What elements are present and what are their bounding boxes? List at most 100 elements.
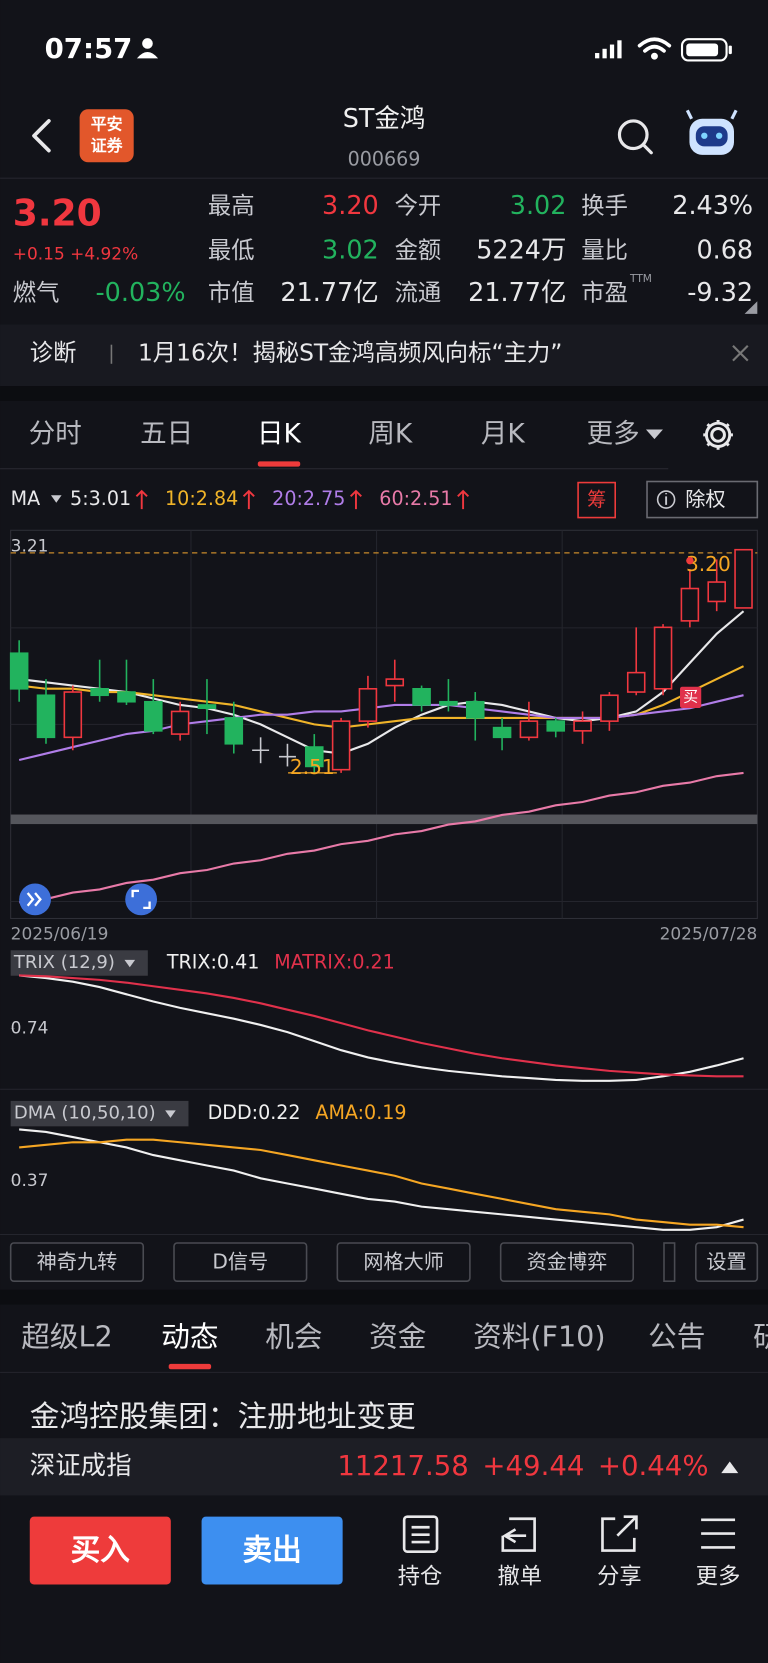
tool-label[interactable]: D信号 <box>212 1250 268 1274</box>
y-tick-label: 0.37 <box>11 1170 49 1190</box>
indicator-dropdown[interactable] <box>50 495 62 503</box>
period-tab[interactable]: 更多 <box>587 418 640 449</box>
indicator-name: MA <box>11 487 41 510</box>
info-tab[interactable]: 机会 <box>265 1319 322 1353</box>
info-tab[interactable]: 资料(F10) <box>473 1319 605 1353</box>
signal-icon <box>595 40 622 59</box>
sector-change: -0.03% <box>96 278 186 308</box>
ticker-text[interactable]: 1月16次！揭秘ST金鸿高频风向标“主力” <box>138 339 562 367</box>
zoom-button[interactable] <box>125 883 158 916</box>
buy-signal-label: 买 <box>683 688 698 705</box>
candle-body <box>519 720 539 739</box>
period-tab[interactable]: 月K <box>481 418 526 449</box>
period-tab[interactable]: 周K <box>368 418 413 449</box>
action-label[interactable]: 持仓 <box>398 1564 443 1590</box>
field-label: 最低 <box>208 236 255 264</box>
indicator-line <box>19 610 745 755</box>
candle-body <box>465 700 485 719</box>
gap <box>0 386 768 401</box>
tab-underline <box>168 1363 212 1370</box>
period-tab[interactable]: 分时 <box>29 418 82 449</box>
candle-body <box>385 678 405 687</box>
sector: 燃气 <box>13 278 60 306</box>
scroll-button[interactable] <box>19 883 51 916</box>
settings-tool[interactable] <box>695 1242 759 1282</box>
tool-button[interactable] <box>499 1242 635 1282</box>
high-label: 3.20 <box>686 552 731 576</box>
sell-button[interactable] <box>201 1516 343 1585</box>
info-tab[interactable]: 超级L2 <box>21 1319 112 1353</box>
settings-button[interactable] <box>703 419 733 450</box>
tool-label[interactable]: 神奇九转 <box>37 1250 118 1274</box>
adjust-label[interactable]: 除权 <box>685 487 725 511</box>
date-start: 2025/06/19 <box>11 923 109 943</box>
stock-title: ST金鸿 <box>343 104 426 134</box>
share-icon[interactable] <box>601 1515 638 1552</box>
period-tab[interactable]: 五日 <box>140 418 193 449</box>
candle-body <box>707 581 726 603</box>
price-band <box>10 814 758 825</box>
candle-body <box>170 710 190 735</box>
indicator-title[interactable]: DMA (10,50,10) <box>14 1103 156 1124</box>
candle-body <box>224 717 244 745</box>
candle-body <box>117 691 136 703</box>
search-button[interactable] <box>617 119 653 155</box>
assistant-button[interactable] <box>685 109 738 155</box>
info-tab[interactable]: 公告 <box>648 1319 705 1353</box>
action-label[interactable]: 撤单 <box>497 1564 542 1590</box>
cancel-icon[interactable] <box>501 1517 536 1552</box>
indicator-title-bg <box>10 950 148 976</box>
adjust-button[interactable] <box>646 480 759 519</box>
period-tab[interactable]: 日K <box>257 418 302 449</box>
more-icon[interactable] <box>701 1518 736 1549</box>
tool-button[interactable] <box>173 1242 308 1282</box>
candle-body <box>331 720 351 771</box>
candle-body <box>197 704 217 710</box>
buy-label[interactable]: 买入 <box>71 1533 131 1568</box>
field-value: 2.43% <box>672 191 753 221</box>
field-label: 今开 <box>395 191 442 219</box>
buy-button[interactable] <box>29 1516 171 1585</box>
indicator-line <box>19 771 744 904</box>
close-button[interactable] <box>732 345 749 362</box>
chips-button[interactable] <box>577 481 617 519</box>
sell-label[interactable]: 卖出 <box>242 1533 301 1568</box>
settings-label[interactable]: 设置 <box>706 1250 746 1274</box>
info-tab[interactable]: 研 <box>753 1319 768 1353</box>
candle-body <box>304 746 324 768</box>
field-sup: TTM <box>629 273 652 285</box>
info-icon <box>656 490 676 509</box>
candle-body <box>546 720 566 732</box>
tool-button[interactable] <box>9 1242 145 1282</box>
gap <box>0 1289 768 1305</box>
date-end: 2025/07/28 <box>660 923 758 943</box>
field-label: 市盈 <box>581 278 628 306</box>
candle-body <box>358 688 378 722</box>
index-bar-bg <box>0 1438 768 1496</box>
indicator-line <box>18 694 744 762</box>
expand-arrow[interactable] <box>721 1461 739 1474</box>
tool-label[interactable]: 网格大师 <box>363 1250 444 1274</box>
candle-body <box>9 652 29 690</box>
candle-body <box>63 691 83 739</box>
action-label[interactable]: 更多 <box>696 1564 741 1590</box>
tool-button[interactable] <box>336 1242 471 1282</box>
position-icon[interactable] <box>402 1515 439 1553</box>
chips-label[interactable]: 筹 <box>587 488 606 511</box>
action-label[interactable]: 分享 <box>597 1564 642 1590</box>
tool-label[interactable]: 资金博弈 <box>527 1250 608 1274</box>
candle-body <box>573 720 592 732</box>
candle-body <box>680 587 700 622</box>
indicator-title[interactable]: TRIX (12,9) <box>13 952 115 973</box>
info-tab[interactable]: 动态 <box>161 1319 218 1353</box>
candle-body <box>36 694 56 739</box>
up-arrow <box>135 489 148 510</box>
back-button[interactable] <box>32 119 51 153</box>
up-arrow <box>457 489 470 510</box>
info-tab[interactable]: 资金 <box>369 1319 426 1353</box>
news-ticker-bg <box>0 324 768 387</box>
charts: MA 5:3.01 10:2.84 20:2.75 60:2.51 筹 除权 3.21 3.20… <box>0 480 768 1236</box>
headline[interactable]: 金鸿控股集团：注册地址变更 <box>30 1400 416 1435</box>
indicator-legend: MATRIX:0.21 <box>274 951 395 974</box>
